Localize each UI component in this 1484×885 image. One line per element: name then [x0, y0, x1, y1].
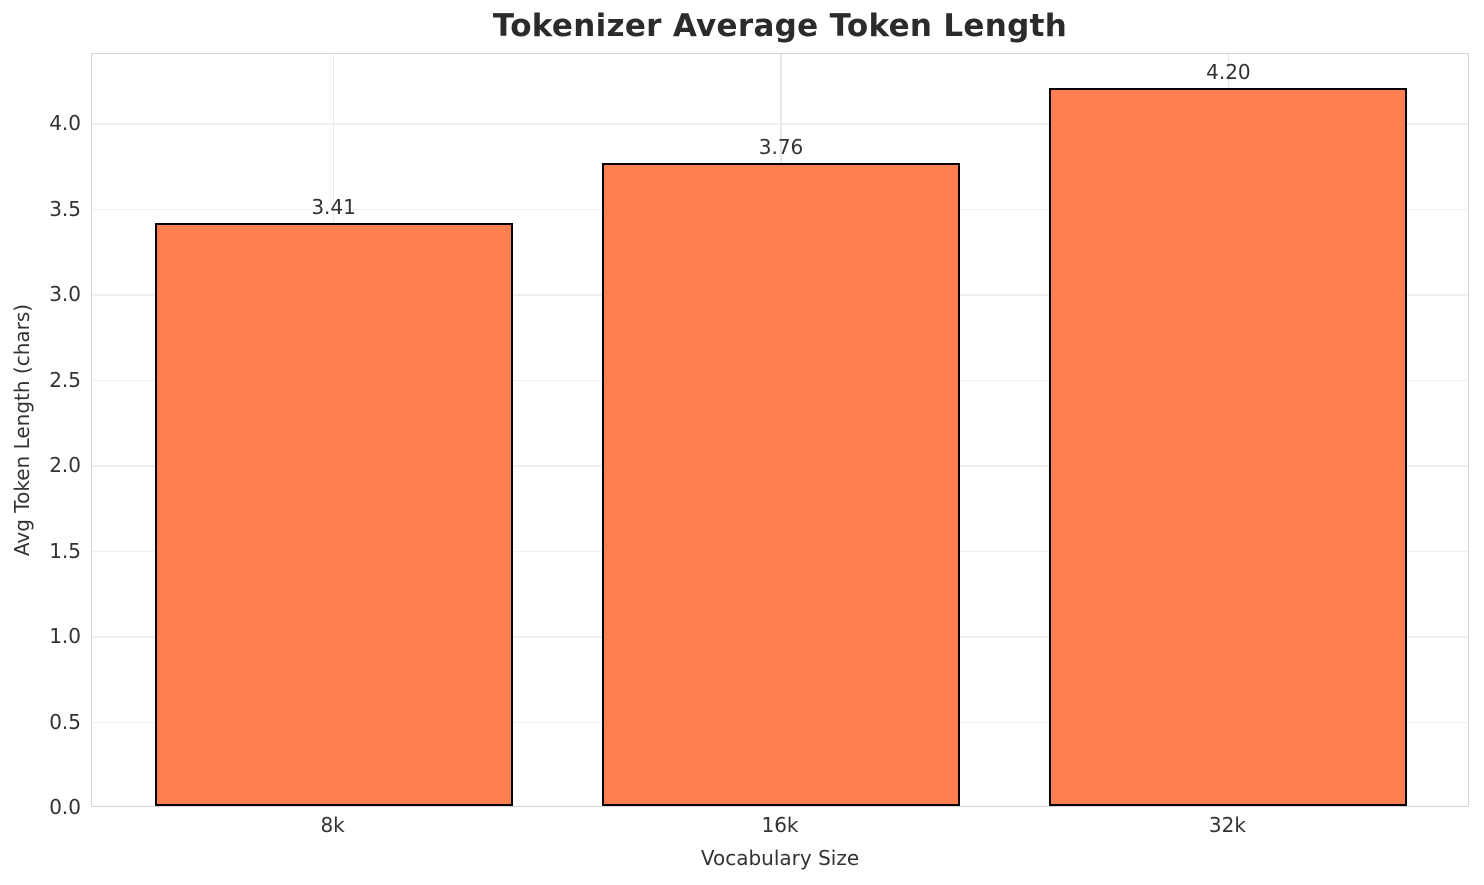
y-tick-label: 4.0 [49, 111, 81, 136]
chart-title: Tokenizer Average Token Length [492, 8, 1068, 44]
bar-value-label: 3.41 [311, 194, 356, 219]
bar-value-label: 3.76 [758, 135, 804, 160]
x-tick-label: 8k [320, 813, 345, 837]
x-tick-label: 16k [761, 813, 799, 837]
y-tick-label: 3.0 [49, 282, 81, 307]
gridline-horizontal [92, 123, 1468, 125]
y-tick-label: 2.5 [49, 367, 81, 392]
y-tick-label: 1.0 [49, 624, 81, 649]
y-tick-label: 1.5 [49, 538, 81, 563]
y-tick-label: 2.0 [49, 453, 81, 478]
x-axis-label: Vocabulary Size [700, 846, 860, 870]
x-tick-label: 32k [1208, 813, 1246, 837]
bar-value-label: 4.20 [1206, 59, 1251, 84]
x-axis-ticks: 8k 16k 32k [91, 813, 1469, 843]
bar-16k [602, 163, 960, 806]
bar-32k [1049, 87, 1408, 806]
y-axis-ticks: 0.0 0.5 1.0 1.5 2.0 2.5 3.0 3.5 4.0 [0, 53, 81, 819]
y-tick-label: 0.0 [49, 795, 81, 819]
y-tick-label: 3.5 [49, 196, 81, 221]
plot-area: 3.41 3.76 4.20 [91, 53, 1469, 807]
y-tick-label: 0.5 [49, 709, 81, 734]
bar-8k [154, 222, 513, 806]
